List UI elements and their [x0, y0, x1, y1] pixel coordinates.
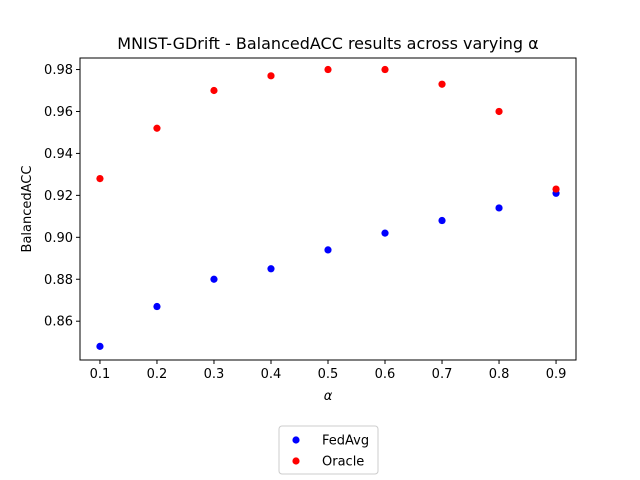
y-tick-label: 0.92	[44, 189, 73, 204]
fedavg-point	[153, 302, 161, 311]
oracle-point	[381, 65, 389, 74]
oracle-point	[267, 72, 275, 80]
legend-marker-fedavg	[292, 436, 300, 444]
legend-box	[278, 425, 379, 475]
plot-area	[79, 57, 577, 361]
data-points	[96, 65, 560, 350]
oracle-point	[153, 124, 161, 132]
chart-title: MNIST-GDrift - BalancedACC results acros…	[117, 34, 538, 53]
y-tick-label: 0.86	[44, 315, 73, 330]
x-tick-label: 0.6	[375, 367, 396, 382]
y-tick-label: 0.88	[44, 273, 73, 288]
x-tick-label: 0.1	[90, 367, 111, 382]
y-tick-label: 0.94	[44, 147, 73, 162]
x-tick-label: 0.5	[318, 367, 339, 382]
x-axis-label: α	[324, 389, 333, 404]
fedavg-point	[381, 229, 389, 237]
oracle-point	[210, 86, 218, 95]
x-tick-label: 0.8	[489, 367, 510, 382]
fedavg-point	[96, 342, 104, 350]
y-axis: 0.86 0.88 0.90 0.92 0.94 0.96 0.98	[44, 63, 80, 330]
legend-label-oracle: Oracle	[322, 455, 364, 470]
fedavg-point	[438, 216, 446, 225]
y-tick-label: 0.96	[44, 105, 73, 120]
oracle-point	[96, 174, 104, 183]
x-tick-label: 0.4	[261, 367, 282, 382]
oracle-point	[552, 185, 560, 193]
x-tick-label: 0.3	[204, 367, 225, 382]
oracle-point	[324, 65, 332, 74]
y-tick-label: 0.90	[44, 231, 73, 246]
fedavg-point	[210, 275, 218, 283]
legend: FedAvg Oracle	[278, 425, 379, 475]
y-axis-label: BalancedACC	[20, 166, 35, 253]
fedavg-point	[267, 265, 275, 273]
x-tick-label: 0.2	[147, 367, 168, 382]
x-tick-label: 0.9	[546, 367, 567, 382]
x-tick-label: 0.7	[432, 367, 453, 382]
oracle-point	[438, 80, 446, 88]
y-tick-label: 0.98	[44, 63, 73, 78]
legend-marker-oracle	[292, 457, 300, 465]
legend-label-fedavg: FedAvg	[322, 434, 369, 449]
fedavg-point	[495, 204, 503, 212]
oracle-point	[495, 107, 503, 116]
fedavg-point	[324, 246, 332, 254]
x-axis: 0.1 0.2 0.3 0.4 0.5 0.6 0.7 0.8 0.9	[90, 360, 567, 382]
